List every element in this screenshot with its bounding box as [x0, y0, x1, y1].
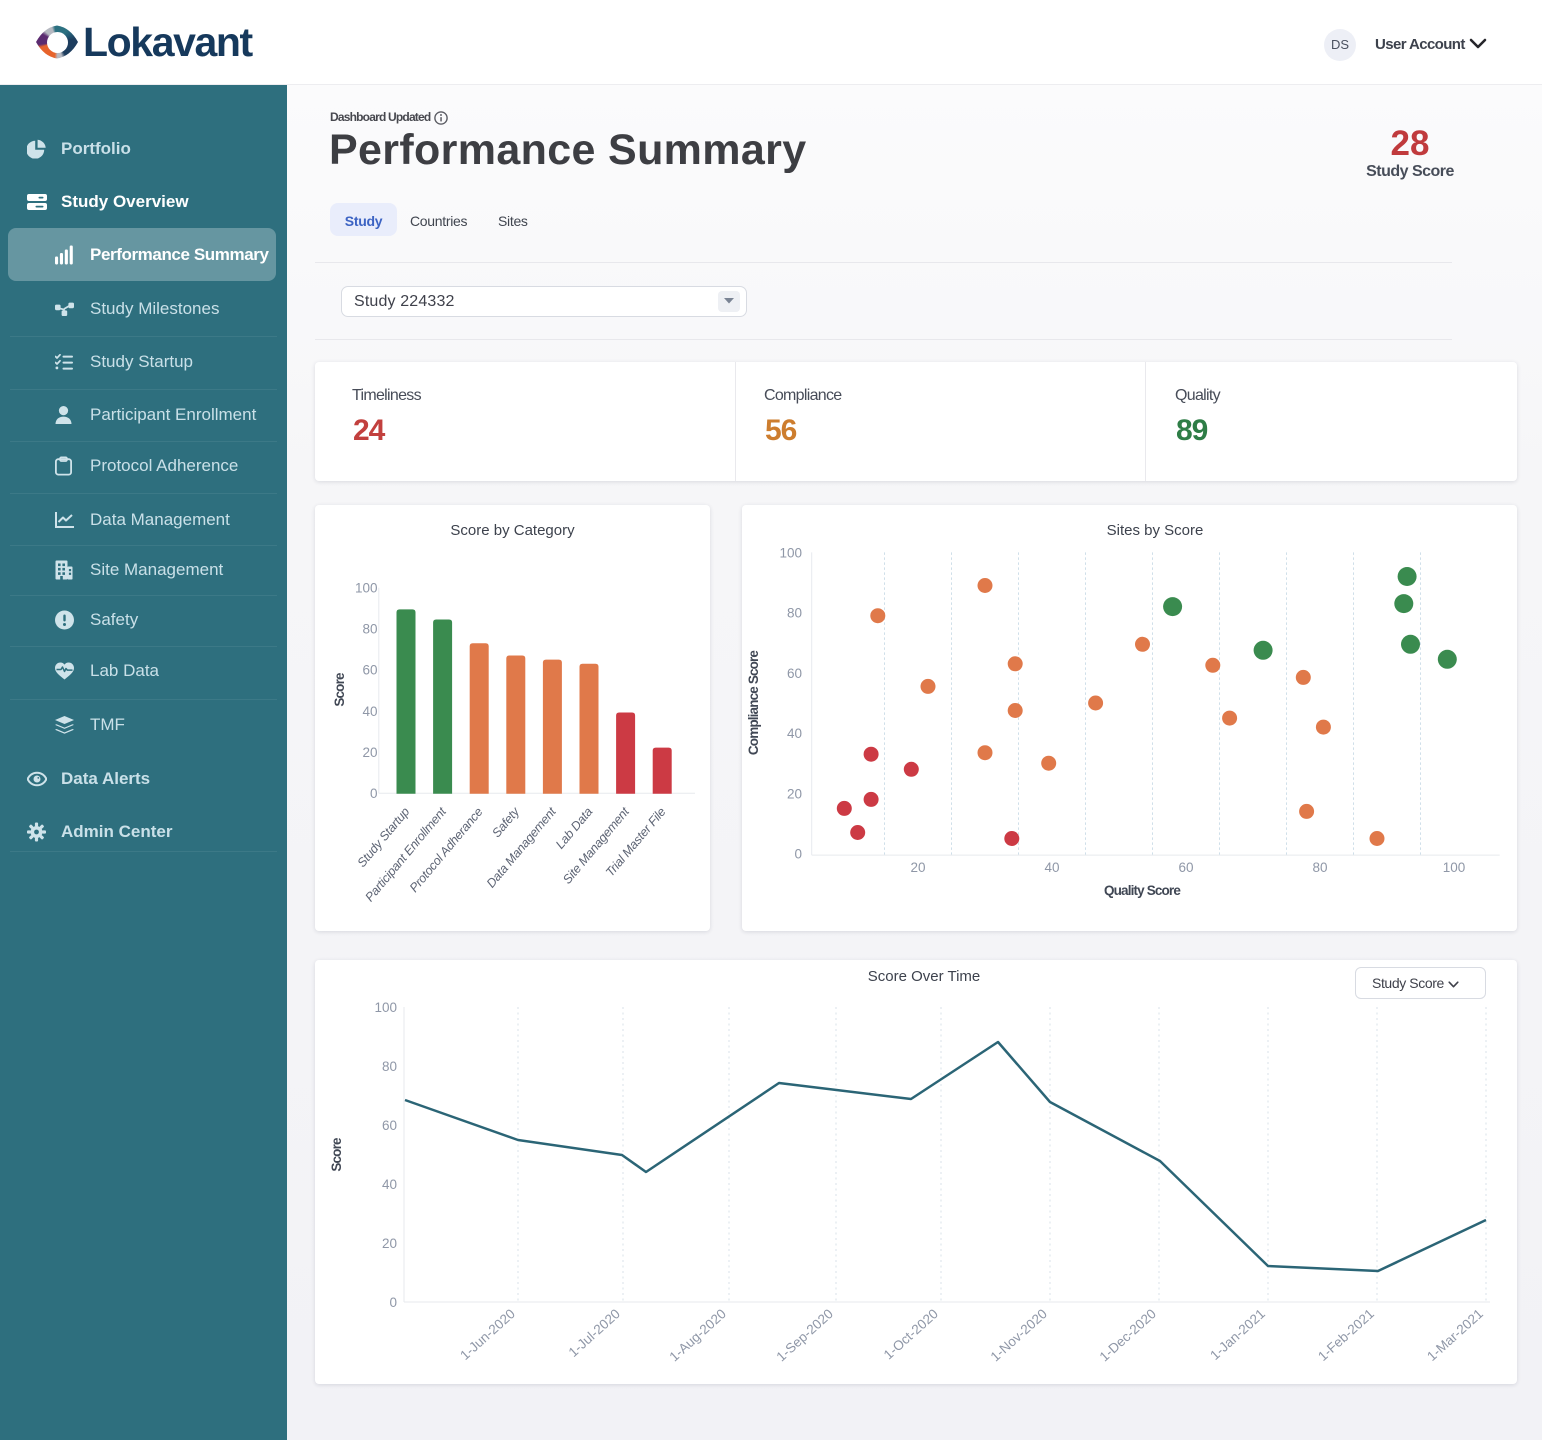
svg-text:40: 40 [382, 1177, 397, 1192]
svg-text:1-Jul-2020: 1-Jul-2020 [566, 1306, 623, 1360]
svg-text:1-Dec-2020: 1-Dec-2020 [1097, 1306, 1159, 1364]
svg-text:100: 100 [374, 1000, 397, 1015]
svg-text:20: 20 [362, 745, 377, 760]
svg-text:20: 20 [910, 860, 925, 875]
svg-text:60: 60 [382, 1118, 397, 1133]
svg-text:40: 40 [1044, 860, 1059, 875]
svg-text:40: 40 [362, 704, 377, 719]
svg-text:1-Mar-2021: 1-Mar-2021 [1424, 1306, 1486, 1364]
svg-text:Site Management: Site Management [560, 804, 632, 886]
svg-text:100: 100 [1443, 860, 1466, 875]
svg-text:1-Jun-2020: 1-Jun-2020 [457, 1306, 518, 1363]
svg-text:100: 100 [779, 545, 802, 560]
svg-text:1-Feb-2021: 1-Feb-2021 [1315, 1306, 1377, 1364]
svg-text:60: 60 [787, 666, 802, 681]
svg-text:100: 100 [355, 581, 378, 596]
svg-text:80: 80 [382, 1059, 397, 1074]
svg-text:80: 80 [787, 606, 802, 621]
svg-text:0: 0 [389, 1295, 397, 1310]
svg-text:80: 80 [1312, 860, 1327, 875]
svg-text:Safety: Safety [489, 804, 522, 840]
svg-text:0: 0 [370, 786, 378, 801]
svg-text:0: 0 [794, 847, 802, 862]
svg-text:1-Oct-2020: 1-Oct-2020 [881, 1306, 941, 1362]
svg-text:1-Aug-2020: 1-Aug-2020 [667, 1306, 729, 1364]
svg-text:40: 40 [787, 726, 802, 741]
svg-text:Compliance Score: Compliance Score [746, 650, 761, 756]
svg-text:Quality Score: Quality Score [1104, 883, 1181, 898]
svg-text:80: 80 [362, 622, 377, 637]
svg-text:Score: Score [329, 1137, 344, 1172]
svg-text:1-Sep-2020: 1-Sep-2020 [774, 1306, 836, 1364]
svg-text:1-Jan-2021: 1-Jan-2021 [1207, 1306, 1268, 1363]
svg-text:1-Nov-2020: 1-Nov-2020 [988, 1306, 1050, 1364]
svg-text:60: 60 [1178, 860, 1193, 875]
svg-text:60: 60 [362, 663, 377, 678]
svg-text:Score: Score [332, 672, 347, 707]
svg-text:20: 20 [787, 786, 802, 801]
svg-text:Data Management: Data Management [484, 804, 559, 890]
svg-text:20: 20 [382, 1236, 397, 1251]
